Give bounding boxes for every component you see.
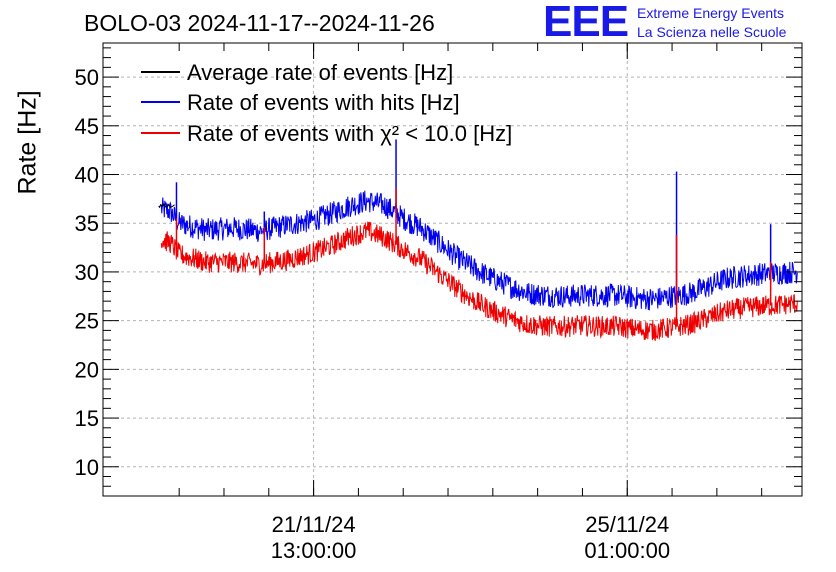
plot-frame [102, 42, 803, 497]
y-tick-label: 30 [75, 260, 99, 285]
y-tick-label: 45 [75, 114, 99, 139]
y-tick-label: 25 [75, 309, 99, 334]
logo-line-1: Extreme Energy Events [637, 5, 785, 21]
x-tick-label-time: 13:00:00 [271, 538, 357, 563]
series-layer [158, 139, 798, 341]
x-tick-label-date: 21/11/24 [272, 512, 356, 537]
y-tick-label: 50 [75, 65, 99, 90]
eee-logo: EEE [543, 0, 629, 46]
legend-label-average: Average rate of events [Hz] [187, 60, 453, 85]
y-tick-label: 40 [75, 163, 99, 188]
legend-label-chi2: Rate of events with χ² < 10.0 [Hz] [187, 121, 512, 146]
logo-line-2: La Scienza nelle Scuole [637, 24, 787, 40]
y-tick-label: 35 [75, 211, 99, 236]
chart-title: BOLO-03 2024-11-17--2024-11-26 [84, 10, 435, 36]
legend: Average rate of events [Hz] Rate of event… [141, 60, 512, 146]
y-tick-label: 10 [75, 455, 99, 480]
y-tick-label: 20 [75, 357, 99, 382]
legend-label-hits: Rate of events with hits [Hz] [187, 90, 460, 115]
series-average [158, 203, 175, 209]
series-chi2 [160, 221, 798, 341]
eee-logo-text: Extreme Energy Events La Scienza nelle S… [637, 4, 786, 42]
x-tick-label-date: 25/11/24 [585, 512, 669, 537]
series-hits [160, 190, 798, 311]
x-tick-label-time: 01:00:00 [584, 538, 670, 563]
y-tick-label: 15 [75, 406, 99, 431]
y-axis-label: Rate [Hz] [13, 90, 42, 195]
